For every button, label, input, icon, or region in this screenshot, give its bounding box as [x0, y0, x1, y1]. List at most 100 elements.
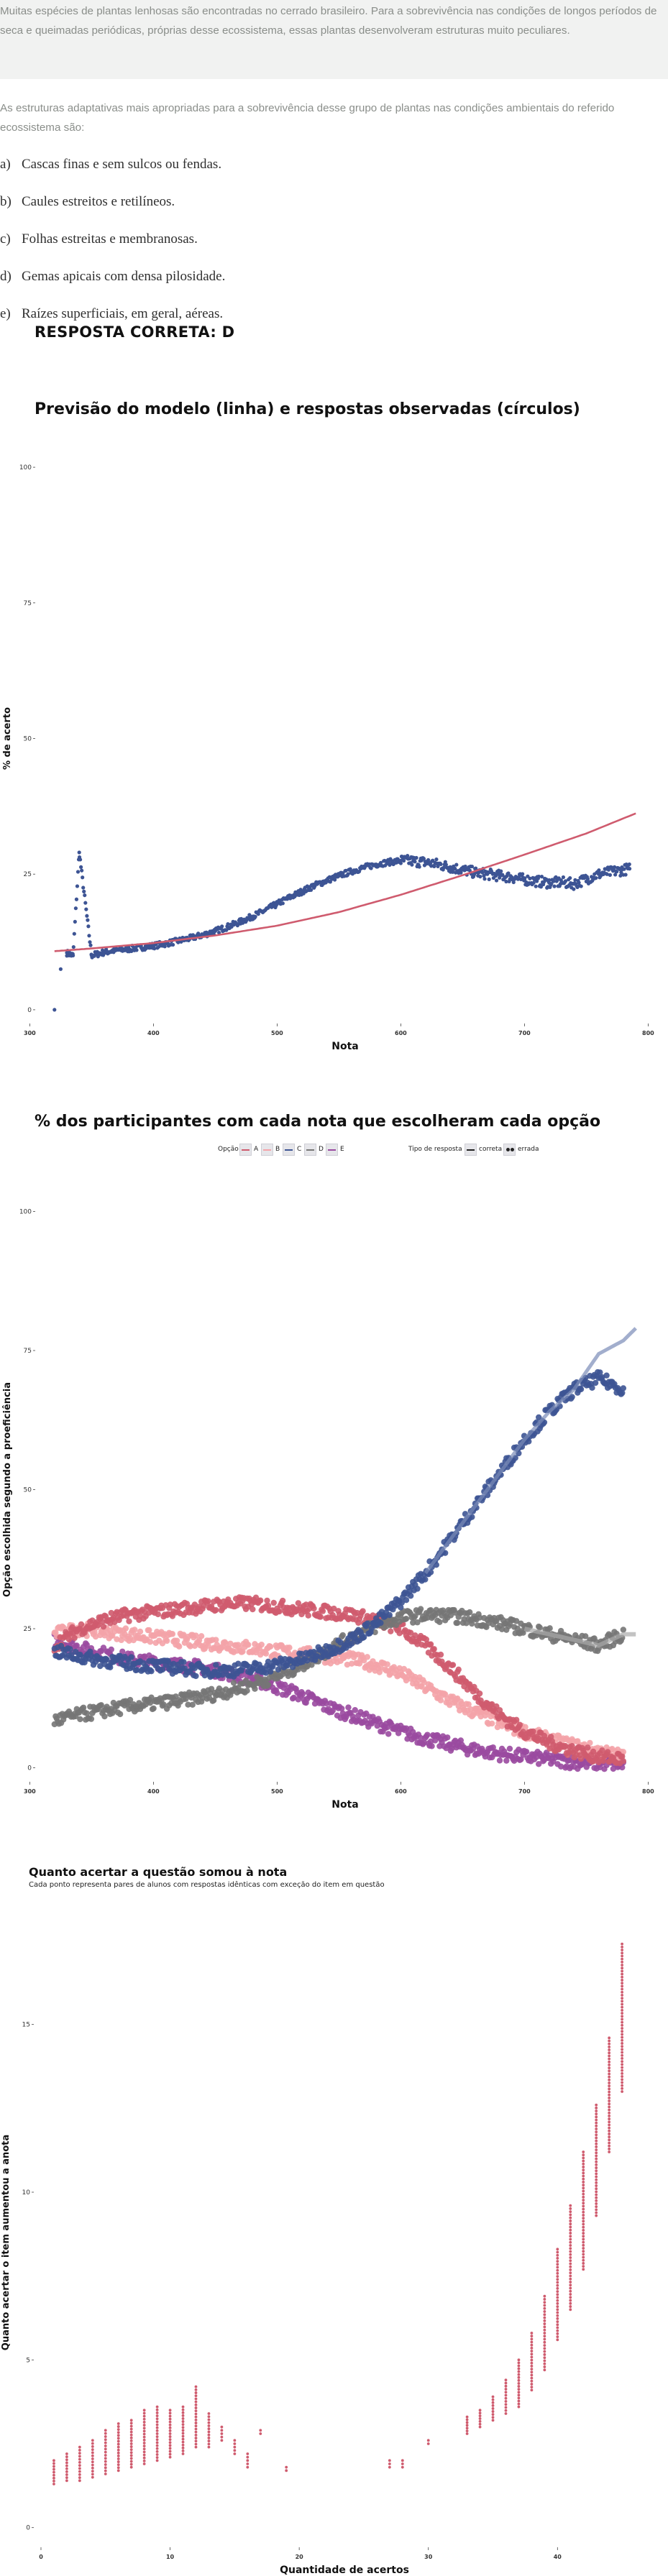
gain-point: [78, 2479, 81, 2483]
option-b-point: [447, 1702, 453, 1708]
observed-point: [337, 873, 341, 878]
gain-point: [181, 2405, 185, 2409]
y-tick-label: 50: [24, 1487, 32, 1494]
option-c-point: [592, 1379, 599, 1386]
gain-point: [621, 2075, 624, 2078]
option-d-point: [403, 1615, 410, 1622]
option-a-point: [265, 1602, 272, 1609]
observed-point: [552, 884, 557, 888]
gain-point: [569, 2271, 572, 2275]
observed-point: [220, 924, 224, 929]
gain-point: [582, 2214, 585, 2217]
gain-point: [233, 2445, 237, 2449]
gain-point: [569, 2210, 572, 2214]
gain-point: [207, 2433, 211, 2437]
gain-point: [582, 2255, 585, 2259]
gain-point: [168, 2417, 172, 2421]
option-c-point: [275, 1666, 282, 1673]
option-c-point: [526, 1438, 532, 1445]
gain-point: [543, 2298, 546, 2301]
legend-option-title: Opção: [218, 1146, 239, 1153]
gain-point: [595, 2110, 598, 2112]
gain-point: [556, 2275, 559, 2278]
option-d-point: [308, 1662, 315, 1668]
gain-point: [78, 2457, 81, 2461]
chart3-title: Quanto acertar a questão somou à nota: [29, 1865, 288, 1879]
alternative-c: c) Folhas estreitas e membranosas.: [0, 229, 225, 266]
gain-point: [91, 2444, 94, 2448]
option-c-point: [422, 1576, 429, 1583]
observed-point: [332, 878, 337, 882]
observed-point: [83, 901, 88, 905]
y-tick-label: 25: [24, 871, 32, 878]
option-b-point: [147, 1639, 154, 1645]
gain-point: [91, 2451, 94, 2455]
option-d-point: [160, 1701, 167, 1708]
option-b-point: [587, 1739, 593, 1747]
gain-point: [569, 2256, 572, 2259]
option-e-point: [523, 1749, 530, 1755]
observed-point: [250, 914, 255, 919]
legend-label-a: A: [254, 1146, 259, 1153]
option-a-point: [276, 1608, 283, 1615]
gain-point: [582, 2204, 585, 2208]
option-b-point: [122, 1625, 129, 1632]
gain-point: [155, 2435, 159, 2439]
gain-point: [543, 2359, 546, 2363]
gain-point: [569, 2250, 572, 2253]
gain-point: [129, 2451, 133, 2455]
gain-point: [181, 2414, 185, 2417]
gain-point: [194, 2406, 198, 2409]
observed-point: [253, 914, 257, 919]
option-b-point: [575, 1738, 581, 1744]
gain-point: [608, 2039, 611, 2043]
legend-label-c: C: [297, 1146, 302, 1153]
observed-point: [579, 884, 583, 888]
gain-point: [608, 2133, 611, 2135]
option-b-point: [175, 1643, 183, 1650]
x-tick-label: 10: [166, 2554, 175, 2560]
option-d-point: [83, 1710, 90, 1716]
alternative-text: Caules estreitos e retilíneos.: [22, 194, 175, 209]
gain-point: [155, 2405, 159, 2409]
gain-point: [194, 2412, 198, 2416]
gain-point: [556, 2287, 559, 2290]
gain-point: [582, 2159, 585, 2163]
observed-point: [213, 929, 217, 934]
observed-point: [81, 875, 85, 880]
option-c-point: [603, 1372, 610, 1379]
gain-point: [595, 2187, 598, 2191]
gain-point: [104, 2472, 107, 2475]
gain-point: [556, 2250, 559, 2254]
observed-point: [344, 868, 348, 873]
gain-point: [129, 2462, 133, 2466]
gain-point: [207, 2430, 211, 2434]
observed-point: [139, 945, 143, 949]
gain-point: [595, 2166, 598, 2169]
gain-point: [65, 2461, 68, 2465]
option-a-point: [213, 1606, 219, 1614]
option-c-point: [311, 1649, 317, 1655]
gain-point: [181, 2408, 185, 2411]
gain-point: [621, 2045, 624, 2048]
option-b-point: [620, 1749, 627, 1755]
gain-point: [52, 2483, 55, 2485]
option-c-point: [337, 1639, 344, 1646]
gain-point: [478, 2425, 482, 2429]
legend-key-a: [239, 1144, 252, 1156]
gain-point: [569, 2265, 572, 2268]
gain-point: [621, 1957, 624, 1961]
observed-point: [434, 857, 439, 862]
chart2-option-choice: 0 25 50 75 100 300 400 500 600 700 800 Nota Opção es…: [2, 1208, 654, 1811]
gain-point: [569, 2222, 572, 2226]
option-a-point: [620, 1757, 627, 1765]
option-d-point: [244, 1688, 250, 1694]
observed-point: [87, 934, 91, 938]
option-a-point: [279, 1597, 286, 1604]
gain-point: [569, 2235, 572, 2238]
gain-point: [65, 2467, 68, 2470]
option-d-point: [447, 1612, 454, 1619]
gain-point: [556, 2293, 559, 2296]
option-a-point: [331, 1605, 337, 1612]
x-axis-title: Quantidade de acertos: [280, 2564, 409, 2576]
